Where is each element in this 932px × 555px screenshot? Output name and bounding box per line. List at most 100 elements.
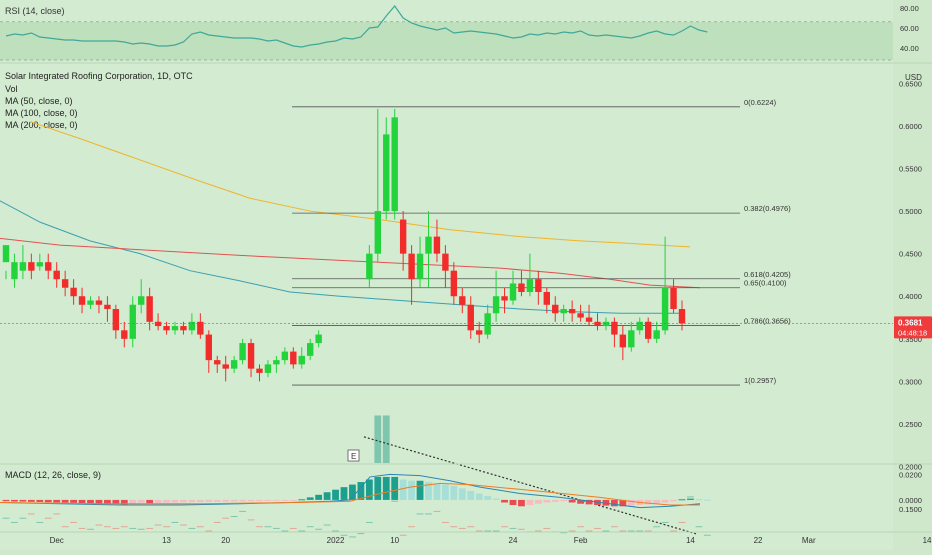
volume-bar: [129, 527, 137, 529]
macd-histogram-bar: [213, 499, 221, 502]
volume-bar: [323, 524, 331, 526]
volume-bar: [188, 527, 196, 529]
candle-body: [552, 304, 559, 314]
candle-body: [611, 321, 618, 335]
volume-bar: [36, 521, 44, 523]
macd-histogram-bar: [247, 499, 255, 502]
macd-histogram-bar: [87, 499, 94, 504]
price-tick-label: 0.4500: [899, 250, 922, 259]
candle-body: [19, 262, 27, 271]
volume-bar: [112, 527, 120, 529]
last-price-value: 0.3681: [898, 318, 923, 327]
x-tick-label: 24: [509, 536, 518, 545]
earnings-marker[interactable]: E: [347, 449, 360, 462]
volume-bar: [78, 527, 86, 529]
candle-body: [78, 296, 86, 305]
candle-body: [602, 321, 610, 327]
last-price-badge: [894, 316, 932, 339]
volume-bar: [247, 519, 255, 521]
price-tick-label: 0.3500: [899, 335, 922, 344]
volume-bar: [450, 526, 458, 528]
candle-body: [230, 360, 238, 369]
candle-body: [391, 117, 398, 212]
candle-body: [560, 309, 567, 314]
earnings-marker-box[interactable]: [347, 449, 360, 462]
candle-body: [163, 326, 170, 331]
candle-body: [459, 296, 466, 305]
candle-body: [188, 321, 196, 331]
macd-histogram-bar: [180, 499, 187, 503]
macd-histogram-bar: [619, 499, 627, 507]
macd-histogram-bar: [129, 499, 137, 504]
volume-bar: [534, 530, 542, 532]
volume-bar: [332, 530, 339, 532]
macd-histogram-bar: [450, 485, 458, 500]
macd-histogram-bar: [205, 499, 213, 502]
volume-bar: [594, 527, 601, 529]
candle-body: [509, 283, 517, 301]
x-axis: Dec132020221024Feb1422Mar1421: [0, 531, 932, 545]
macd-histogram-bar: [560, 499, 568, 502]
macd-histogram-bar: [408, 480, 415, 500]
rsi-tick-label: 60.00: [900, 24, 919, 33]
macd-histogram-bar: [281, 499, 289, 501]
candle-body: [247, 343, 255, 369]
candle-body: [425, 236, 432, 254]
candle-body: [28, 262, 35, 271]
x-tick-label: 14: [686, 536, 695, 545]
macd-histogram-bar: [44, 499, 52, 503]
candle-body: [577, 313, 584, 318]
price-tick-label: 0.6500: [899, 79, 922, 88]
candle-body: [95, 300, 103, 305]
candlesticks: [2, 108, 686, 382]
macd-line: [0, 473, 701, 509]
macd-histogram-bar: [154, 499, 162, 503]
candle-body: [171, 326, 179, 331]
macd-histogram-bar: [577, 499, 584, 504]
volume-bar: [340, 534, 348, 536]
macd-histogram-bar: [298, 499, 306, 501]
fib-level-label: 0(0.6224): [744, 98, 777, 107]
volume-bar: [222, 517, 230, 519]
chart-title: Solar Integrated Roofing Corporation, 1D…: [5, 71, 193, 81]
volume-bar: [416, 513, 424, 515]
macd-histogram-bar: [391, 476, 399, 500]
macd-histogram-bar: [332, 489, 339, 500]
macd-histogram-bar: [653, 499, 661, 504]
macd-histogram-bar: [349, 484, 356, 500]
macd-histogram-bar: [501, 499, 508, 503]
macd-lines: [0, 473, 701, 509]
volume-bar: [315, 528, 323, 530]
macd-histogram-bar: [484, 496, 492, 500]
x-tick-label: 10: [390, 536, 399, 545]
rsi-tick-label: 80.00: [900, 4, 919, 13]
macd-histogram-bar: [188, 499, 196, 503]
volume-bar: [349, 536, 356, 538]
candle-body: [298, 355, 305, 365]
volume-bar: [585, 530, 593, 532]
candle-body: [518, 283, 525, 292]
rsi-pane[interactable]: RSI (14, close) 80.00 60.00 40.00: [0, 4, 919, 61]
candle-body: [11, 262, 18, 280]
macd-histogram-bar: [543, 499, 551, 503]
candle-body: [307, 343, 314, 356]
volume-bar: [365, 521, 373, 523]
earnings-marker-label: E: [351, 452, 356, 461]
macd-histogram-bar: [399, 479, 407, 500]
volume-bar: [687, 496, 694, 498]
volume-bar: [703, 534, 711, 536]
volume-bar: [442, 521, 449, 523]
volume-bar: [163, 526, 170, 528]
macd-axis-ticks: 0.0200 0.0000: [899, 470, 922, 505]
price-axis-ticks: 0.6500 0.6000 0.5500 0.5000 0.4500 0.4000 0.35…: [899, 79, 922, 514]
legend-ma100: MA (100, close, 0): [5, 108, 78, 118]
macd-pane[interactable]: MACD (12, 26, close, 9) 0.0200 0.0000: [0, 470, 922, 509]
volume-bar: [298, 530, 306, 532]
candle-body: [543, 291, 550, 305]
price-pane[interactable]: Solar Integrated Roofing Corporation, 1D…: [0, 71, 932, 538]
volume-bar: [19, 517, 27, 519]
macd-histogram-bar: [568, 499, 576, 503]
volume-bar: [213, 521, 221, 523]
